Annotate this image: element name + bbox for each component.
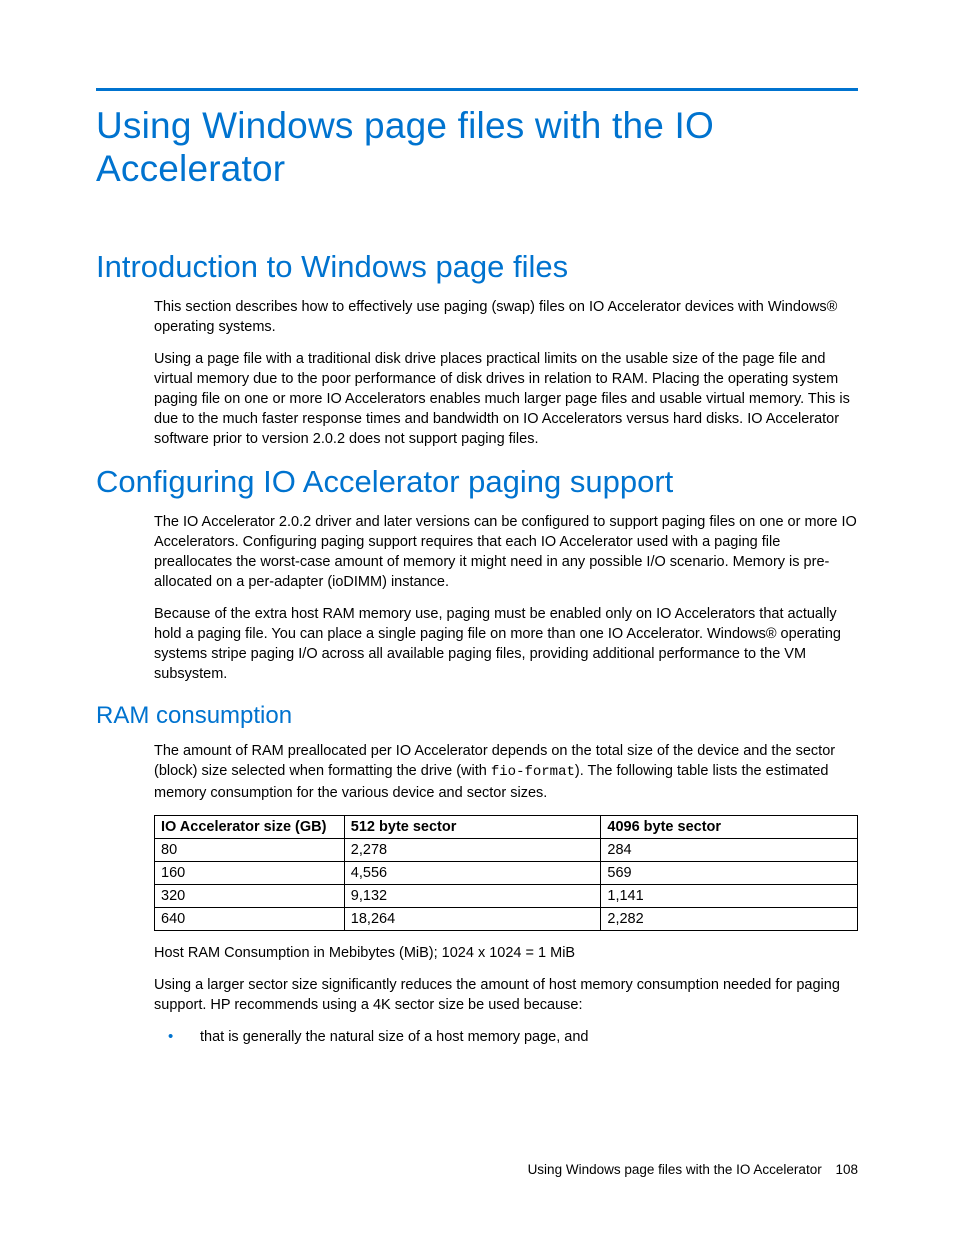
intro-paragraph-2: Using a page file with a traditional dis… <box>154 349 858 449</box>
section-heading-intro: Introduction to Windows page files <box>96 248 858 285</box>
table-cell: 640 <box>155 907 345 930</box>
bullet-item: that is generally the natural size of a … <box>154 1027 858 1047</box>
ram-consumption-table: IO Accelerator size (GB) 512 byte sector… <box>154 815 858 931</box>
page-footer: Using Windows page files with the IO Acc… <box>528 1162 858 1177</box>
table-row: 640 18,264 2,282 <box>155 907 858 930</box>
footer-label: Using Windows page files with the IO Acc… <box>528 1162 822 1177</box>
table-header-row: IO Accelerator size (GB) 512 byte sector… <box>155 815 858 838</box>
inline-code: fio-format <box>491 764 575 780</box>
table-cell: 18,264 <box>344 907 601 930</box>
table-cell: 9,132 <box>344 884 601 907</box>
table-header-cell: IO Accelerator size (GB) <box>155 815 345 838</box>
footer-page-number: 108 <box>835 1162 858 1177</box>
section-heading-config: Configuring IO Accelerator paging suppor… <box>96 463 858 500</box>
table-cell: 284 <box>601 838 858 861</box>
table-cell: 80 <box>155 838 345 861</box>
table-row: 320 9,132 1,141 <box>155 884 858 907</box>
table-cell: 320 <box>155 884 345 907</box>
table-cell: 2,278 <box>344 838 601 861</box>
table-cell: 160 <box>155 861 345 884</box>
subsection-heading-ram: RAM consumption <box>96 702 858 731</box>
table-row: 160 4,556 569 <box>155 861 858 884</box>
table-cell: 4,556 <box>344 861 601 884</box>
table-cell: 2,282 <box>601 907 858 930</box>
table-cell: 1,141 <box>601 884 858 907</box>
document-page: Using Windows page files with the IO Acc… <box>0 0 954 1047</box>
top-rule <box>96 88 858 91</box>
table-caption: Host RAM Consumption in Mebibytes (MiB);… <box>154 943 858 963</box>
ram-paragraph-1: The amount of RAM preallocated per IO Ac… <box>154 741 858 802</box>
table-cell: 569 <box>601 861 858 884</box>
ram-paragraph-2: Using a larger sector size significantly… <box>154 975 858 1015</box>
page-title: Using Windows page files with the IO Acc… <box>96 105 858 190</box>
table-row: 80 2,278 284 <box>155 838 858 861</box>
config-paragraph-2: Because of the extra host RAM memory use… <box>154 604 858 684</box>
intro-paragraph-1: This section describes how to effectivel… <box>154 297 858 337</box>
table-header-cell: 4096 byte sector <box>601 815 858 838</box>
config-paragraph-1: The IO Accelerator 2.0.2 driver and late… <box>154 512 858 592</box>
bullet-list: that is generally the natural size of a … <box>154 1027 858 1047</box>
table-header-cell: 512 byte sector <box>344 815 601 838</box>
